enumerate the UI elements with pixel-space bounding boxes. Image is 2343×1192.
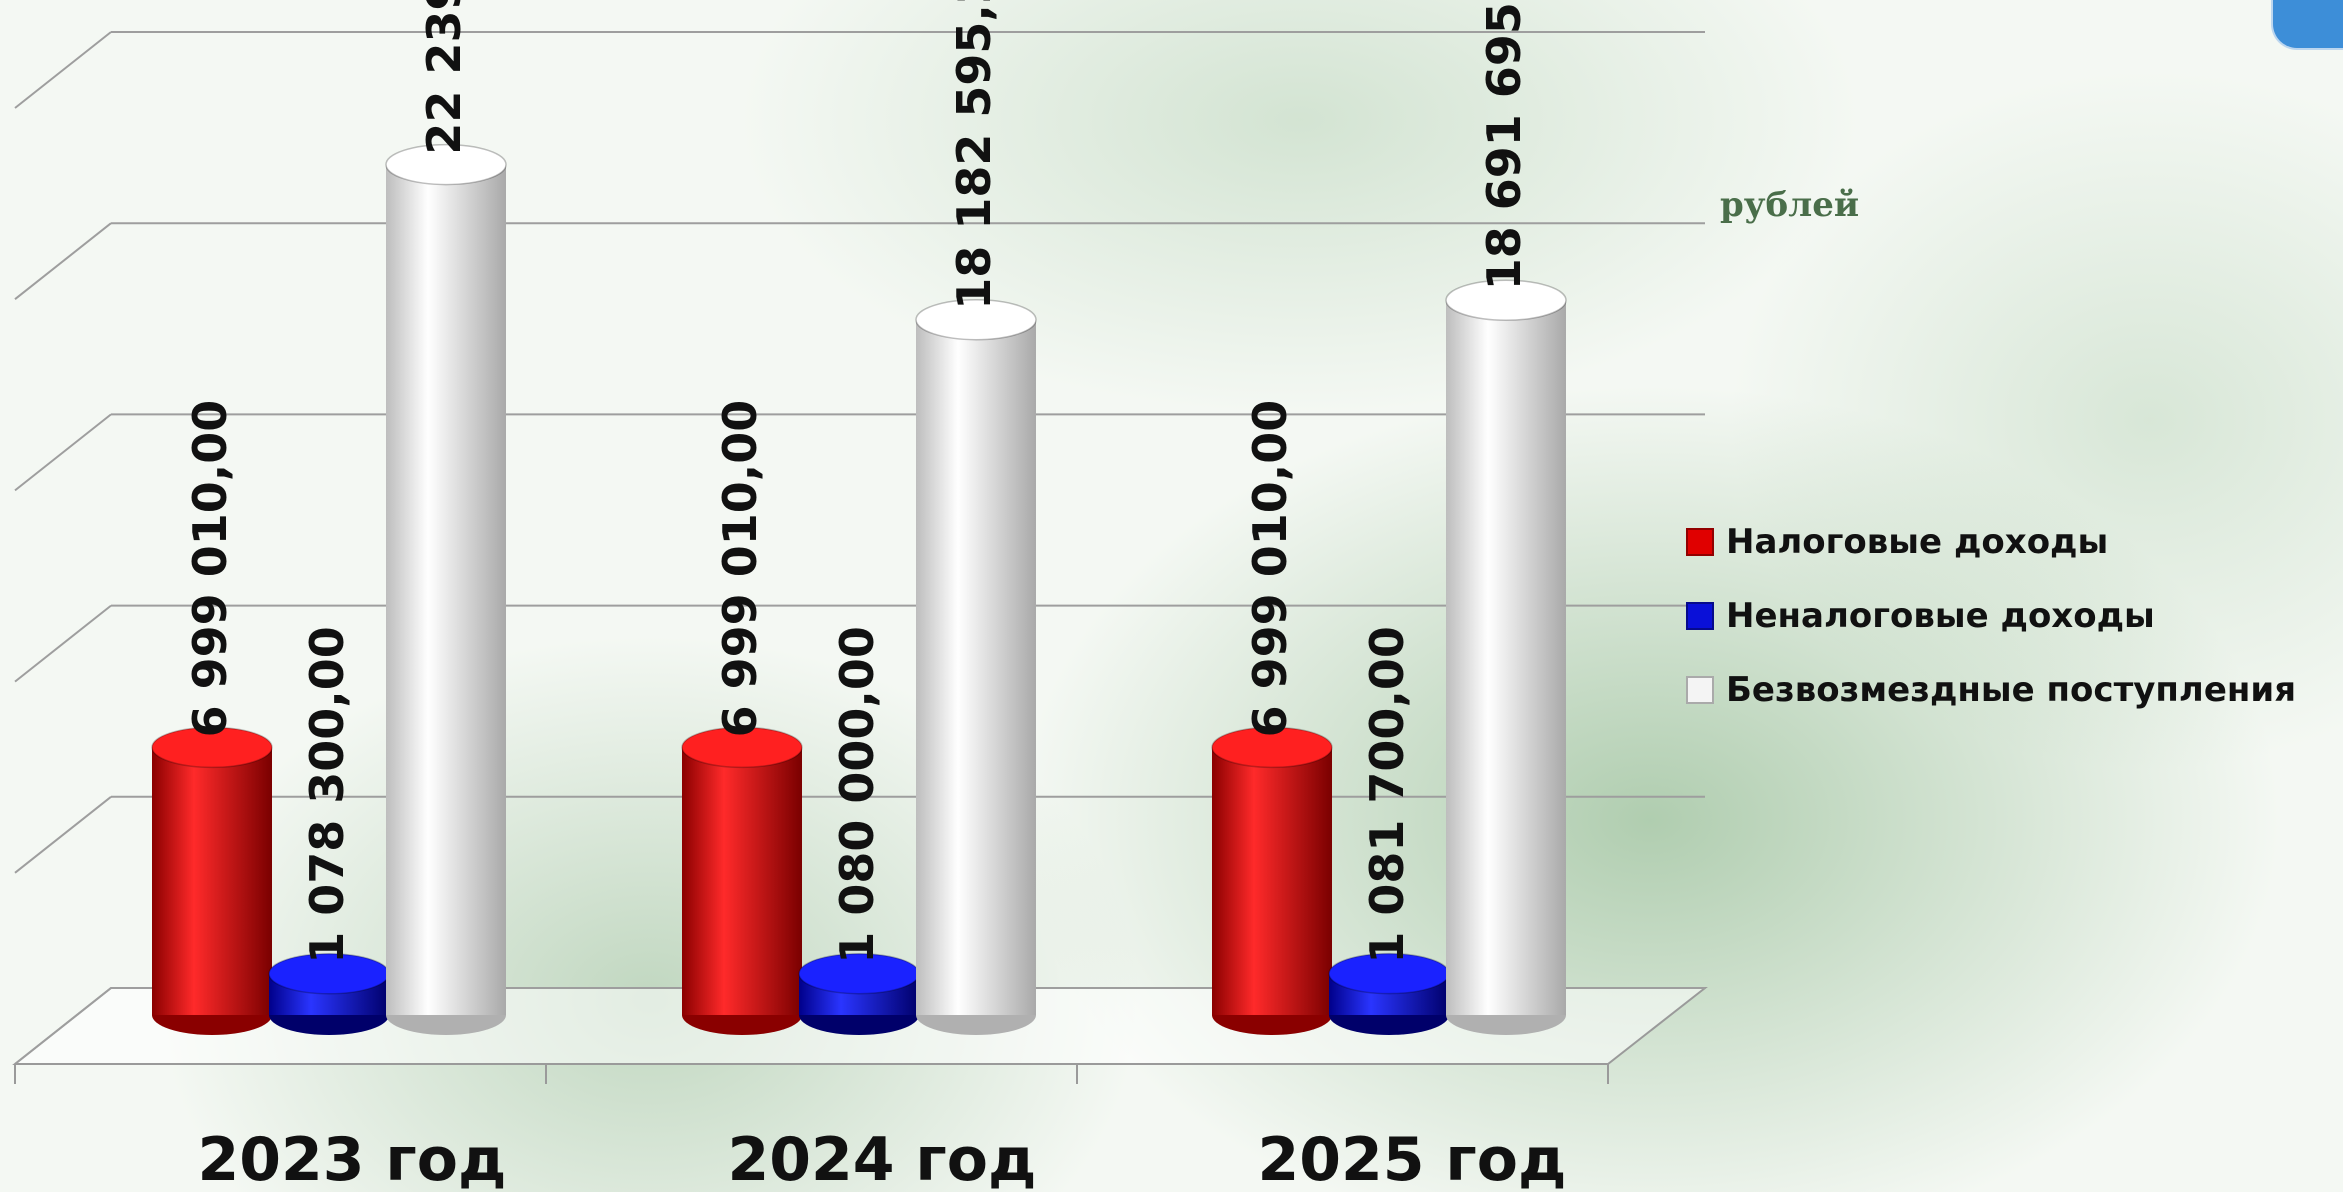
bar-cap	[1445, 279, 1567, 321]
bar-cap	[681, 726, 803, 769]
legend-item: Неналоговые доходы	[1686, 579, 2296, 653]
bar-2-0	[385, 143, 507, 1035]
legend: Налоговые доходы Неналоговые доходы Безвоз…	[1686, 505, 2296, 727]
bar-1-0	[268, 953, 390, 1035]
bar-body	[1212, 747, 1332, 1015]
legend-label: Налоговые доходы	[1726, 522, 2109, 562]
bar-body	[386, 164, 506, 1015]
category-label: 2025 год	[1258, 1125, 1567, 1192]
legend-swatch	[1686, 602, 1714, 630]
value-label: 1 078 300,00	[300, 626, 354, 964]
bar-1-2	[1328, 952, 1450, 1035]
bar-cap	[385, 143, 507, 186]
legend-item: Налоговые доходы	[1686, 505, 2296, 579]
value-label: 22 239 312,32	[417, 0, 471, 155]
value-label: 1 081 700,00	[1360, 626, 1414, 964]
legend-swatch	[1686, 528, 1714, 556]
value-label: 1 080 000,00	[830, 626, 884, 964]
category-label: 2024 год	[728, 1125, 1037, 1192]
gridline-depth	[14, 796, 112, 874]
bar-cap	[915, 298, 1037, 341]
value-label: 6 999 010,00	[183, 400, 237, 738]
bar-2-2	[1445, 279, 1567, 1035]
bar-cap	[1211, 726, 1333, 769]
legend-label: Безвозмездные поступления	[1726, 670, 2297, 710]
category-label: 2023 год	[198, 1125, 507, 1192]
value-label: 6 999 010,00	[713, 400, 767, 738]
gridline-depth	[14, 413, 112, 492]
gridline-depth	[14, 31, 112, 109]
bar-body	[916, 319, 1036, 1015]
bar-1-1	[798, 952, 920, 1035]
legend-item: Безвозмездные поступления	[1686, 653, 2296, 727]
emblem-icon	[2271, 0, 2343, 50]
gridline-depth	[14, 987, 112, 1065]
bar-0-0	[151, 726, 273, 1035]
data-labels: 6 999 010,00 1 078 300,00 22 239 312,32 6 9…	[183, 0, 1531, 964]
category-labels: 2023 год 2024 год 2025 год	[198, 1125, 1567, 1192]
bar-0-2	[1211, 726, 1333, 1035]
bar-2-1	[915, 298, 1037, 1035]
legend-swatch	[1686, 676, 1714, 704]
bar-body	[682, 747, 802, 1015]
bars	[151, 143, 1567, 1035]
value-label: 18 182 595,26	[947, 0, 1001, 310]
legend-label: Неналоговые доходы	[1726, 596, 2155, 636]
bar-body	[152, 747, 272, 1015]
gridline-depth	[14, 604, 112, 683]
unit-label: рублей	[1720, 185, 1860, 225]
gridline-depth	[14, 222, 112, 300]
value-label: 6 999 010,00	[1243, 400, 1297, 738]
bar-0-1	[681, 726, 803, 1035]
value-label: 18 691 695,26	[1477, 0, 1531, 290]
bar-body	[1446, 300, 1566, 1015]
bar-cap	[151, 726, 273, 769]
